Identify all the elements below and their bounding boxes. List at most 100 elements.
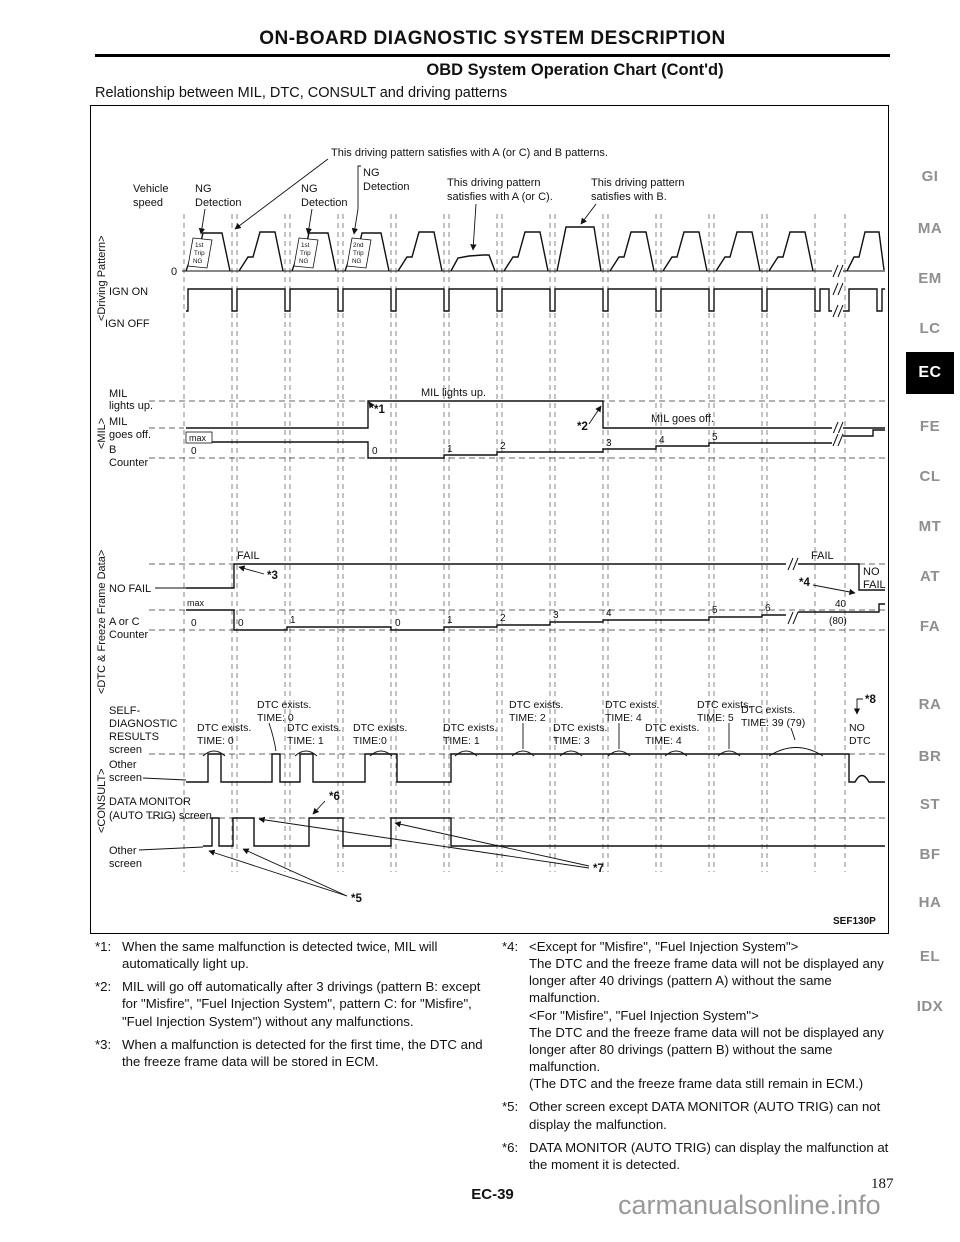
section-tab-fe[interactable]: FE — [919, 418, 941, 435]
svg-text:TIME: 4: TIME: 4 — [645, 735, 682, 747]
other-screen-axis-1: Other — [109, 759, 137, 771]
svg-text:TIME: 5: TIME: 5 — [697, 712, 734, 724]
footnote-ref-7: *7 — [593, 863, 604, 875]
footnote-6: *6: DATA MONITOR (AUTO TRIG) can display… — [502, 1139, 889, 1172]
svg-text:1: 1 — [447, 444, 453, 455]
title-underline — [95, 54, 890, 57]
svg-text:speed: speed — [133, 197, 163, 209]
section-tab-lc[interactable]: LC — [919, 320, 941, 337]
svg-text:1: 1 — [290, 615, 296, 626]
section-tab-mt[interactable]: MT — [918, 518, 942, 535]
page-title: ON-BOARD DIAGNOSTIC SYSTEM DESCRIPTION — [259, 28, 726, 49]
speed-zero-label: 0 — [171, 266, 177, 278]
section-tab-bf[interactable]: BF — [919, 846, 941, 863]
trip-ng-box-2: 1st Trip NG — [293, 237, 319, 269]
svg-text:Detection: Detection — [363, 181, 409, 193]
callout-ab: This driving pattern satisfies with A (o… — [331, 147, 608, 159]
svg-text:DTC exists.: DTC exists. — [509, 699, 563, 711]
b-counter-value: 0 — [191, 446, 197, 457]
section-tab-idx[interactable]: IDX — [916, 998, 944, 1015]
section-tab-br[interactable]: BR — [918, 748, 942, 765]
b-max-label: max — [189, 433, 207, 443]
section-tab-st[interactable]: ST — [919, 796, 941, 813]
svg-text:2nd: 2nd — [353, 242, 364, 249]
mil-goes-off-note: MIL goes off. — [651, 413, 714, 425]
fail-label-left: FAIL — [237, 550, 260, 562]
ng-detection-1: NG — [195, 183, 212, 195]
svg-text:DIAGNOSTIC: DIAGNOSTIC — [109, 718, 178, 730]
aorc-counter-axis: A or C — [109, 616, 140, 628]
b-counter-axis: B — [109, 444, 116, 456]
svg-text:Counter: Counter — [109, 457, 148, 469]
svg-text:1st: 1st — [301, 242, 310, 249]
svg-text:1: 1 — [447, 615, 453, 626]
svg-text:DTC exists.: DTC exists. — [353, 722, 407, 734]
footnote-ref-3: *3 — [267, 570, 278, 582]
footnote-5: *5: Other screen except DATA MONITOR (AU… — [502, 1099, 881, 1132]
section-tab-ma[interactable]: MA — [917, 220, 943, 237]
svg-text:Detection: Detection — [301, 197, 347, 209]
footnote-4: *4: <Except for "Misfire", "Fuel Injecti… — [502, 939, 884, 1092]
svg-text:Detection: Detection — [195, 197, 241, 209]
section-tab-fa[interactable]: FA — [919, 618, 941, 635]
mil-goes-off-axis: MIL — [109, 416, 127, 428]
aorc-max-label: max — [187, 598, 205, 608]
timing-diagram-svg: <Driving Pattern> <MIL> <DTC & Freeze Fr… — [96, 147, 886, 927]
svg-text:NG: NG — [299, 258, 309, 265]
aorc-counter-value: 0 — [191, 618, 197, 629]
svg-text:screen: screen — [109, 858, 142, 870]
svg-text:(AUTO TRIG) screen: (AUTO TRIG) screen — [109, 810, 212, 822]
section-tab-ec-active[interactable]: EC — [906, 352, 954, 394]
svg-text:4: 4 — [659, 435, 665, 446]
top-annotations: This driving pattern satisfies with A (o… — [133, 147, 685, 251]
mil-lights-up-note: MIL lights up. — [421, 387, 486, 399]
section-tab-ha[interactable]: HA — [918, 894, 942, 911]
vehicle-speed-trace: 0 1st Trip NG 1st — [171, 226, 885, 278]
page-number: 187 — [871, 1176, 894, 1192]
event-gridlines — [183, 214, 846, 872]
section-tab-cl[interactable]: CL — [919, 468, 941, 485]
ign-off-label: IGN OFF — [105, 318, 150, 330]
svg-text:screen: screen — [109, 744, 142, 756]
other-screen-axis-2: Other — [109, 845, 137, 857]
svg-text:satisfies with B.: satisfies with B. — [591, 191, 667, 203]
dtc-braces — [202, 722, 824, 757]
section-tab-ra[interactable]: RA — [918, 696, 942, 713]
svg-text:(80): (80) — [829, 616, 847, 627]
section-heading: Relationship between MIL, DTC, CONSULT a… — [95, 85, 508, 101]
svg-text:4: 4 — [606, 608, 612, 619]
figure-code: SEF130P — [833, 916, 876, 927]
svg-text:TIME: 1: TIME: 1 — [443, 735, 480, 747]
footnote-ref-4: *4 — [799, 577, 810, 589]
svg-text:FAIL: FAIL — [863, 579, 886, 591]
footnote-1: *1: When the same malfunction is detecte… — [95, 939, 438, 972]
callout-b: This driving pattern — [591, 177, 685, 189]
svg-text:0: 0 — [395, 618, 401, 629]
svg-text:lights up.: lights up. — [109, 400, 153, 412]
data-monitor-axis: DATA MONITOR — [109, 796, 191, 808]
section-tab-at[interactable]: AT — [920, 568, 940, 585]
svg-text:screen: screen — [109, 772, 142, 784]
page-code: EC-39 — [471, 1186, 514, 1203]
svg-text:DTC exists.: DTC exists. — [197, 722, 251, 734]
dtc-freeze-frame-trace: NO FAIL A or C Counter FAIL *3 FAIL NO F… — [109, 550, 886, 641]
svg-text:1st: 1st — [195, 242, 204, 249]
svg-text:Counter: Counter — [109, 629, 148, 641]
no-fail-axis: NO FAIL — [109, 583, 151, 595]
svg-text:DTC exists.: DTC exists. — [645, 722, 699, 734]
svg-text:TIME: 0: TIME: 0 — [197, 735, 234, 747]
section-tab-el[interactable]: EL — [919, 948, 941, 965]
svg-text:Trip: Trip — [300, 250, 311, 257]
mil-lights-up-axis: MIL — [109, 388, 127, 400]
svg-text:RESULTS: RESULTS — [109, 731, 159, 743]
svg-text:3: 3 — [553, 610, 559, 621]
svg-text:goes off.: goes off. — [109, 429, 151, 441]
consult-traces: SELF- DIAGNOSTIC RESULTS screen Other sc… — [109, 694, 885, 905]
section-tab-gi[interactable]: GI — [921, 168, 939, 185]
vehicle-speed-label: Vehicle — [133, 183, 168, 195]
section-tab-em[interactable]: EM — [918, 270, 942, 287]
section-label-mil: <MIL> — [96, 418, 108, 449]
svg-text:DTC exists.: DTC exists. — [287, 722, 341, 734]
ign-on-label: IGN ON — [109, 286, 148, 298]
